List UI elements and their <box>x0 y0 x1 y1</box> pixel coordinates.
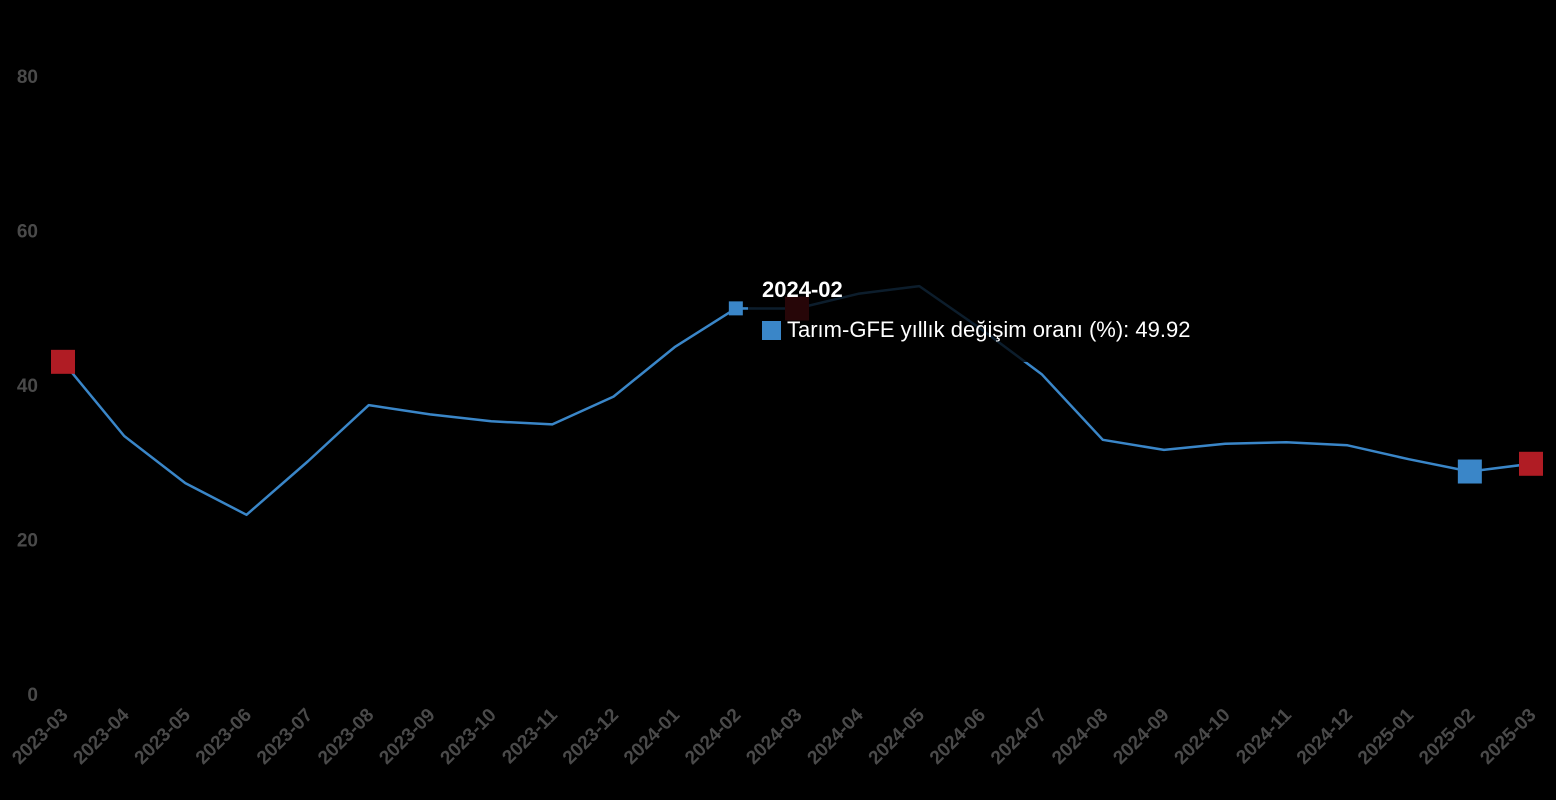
x-tick-label: 2023-08 <box>314 705 378 769</box>
tooltip-title: 2024-02 <box>762 277 843 302</box>
y-tick-label: 40 <box>17 376 38 397</box>
x-tick-label: 2023-06 <box>192 705 256 769</box>
tooltip-separator: : <box>1123 317 1136 342</box>
x-tick-label: 2023-11 <box>498 704 562 768</box>
y-tick-label: 80 <box>17 67 38 88</box>
x-tick-label: 2024-06 <box>926 705 990 769</box>
x-tick-label: 2024-02 <box>681 705 745 769</box>
tooltip-value: 49.92 <box>1135 317 1191 342</box>
x-tick-label: 2023-04 <box>70 704 134 768</box>
x-tick-label: 2024-04 <box>804 704 868 768</box>
x-tick-label: 2024-05 <box>865 704 929 768</box>
x-tick-label: 2023-10 <box>437 705 501 769</box>
x-tick-label: 2024-12 <box>1293 705 1357 769</box>
y-tick-label: 20 <box>17 531 38 552</box>
x-tick-label: 2024-09 <box>1109 705 1173 769</box>
x-tick-label: 2023-09 <box>375 705 439 769</box>
data-point-marker[interactable] <box>1457 459 1482 484</box>
tooltip-row: Tarım-GFE yıllık değişim oranı (%) : 49.… <box>762 317 1254 343</box>
hovered-point[interactable] <box>728 301 743 316</box>
x-tick-label: 2024-08 <box>1048 705 1112 769</box>
x-tick-label: 2024-03 <box>742 705 806 769</box>
x-tick-label: 2024-01 <box>620 704 684 768</box>
x-tick-label: 2025-02 <box>1415 705 1479 769</box>
y-tick-label: 60 <box>17 222 38 243</box>
tooltip: 2024-02 Tarım-GFE yıllık değişim oranı (… <box>748 266 1268 362</box>
y-axis: 0 20 40 60 80 <box>17 67 38 706</box>
data-point-marker[interactable] <box>51 349 75 374</box>
x-tick-label: 2024-11 <box>1232 704 1296 768</box>
x-tick-label: 2024-07 <box>987 705 1051 769</box>
x-tick-label: 2024-10 <box>1171 705 1235 769</box>
data-point-marker[interactable] <box>1519 451 1543 476</box>
x-tick-label: 2023-03 <box>8 705 72 769</box>
tooltip-series-label: Tarım-GFE yıllık değişim oranı (%) <box>787 317 1124 342</box>
x-axis: 2023-032023-042023-052023-062023-072023-… <box>8 704 1540 768</box>
tooltip-series-swatch <box>762 320 781 340</box>
x-tick-label: 2025-01 <box>1354 704 1418 768</box>
y-tick-label: 0 <box>27 685 38 706</box>
x-tick-label: 2023-07 <box>253 705 317 769</box>
x-tick-label: 2025-03 <box>1476 705 1540 769</box>
x-tick-label: 2023-05 <box>131 704 195 768</box>
x-tick-label: 2023-12 <box>559 705 623 769</box>
